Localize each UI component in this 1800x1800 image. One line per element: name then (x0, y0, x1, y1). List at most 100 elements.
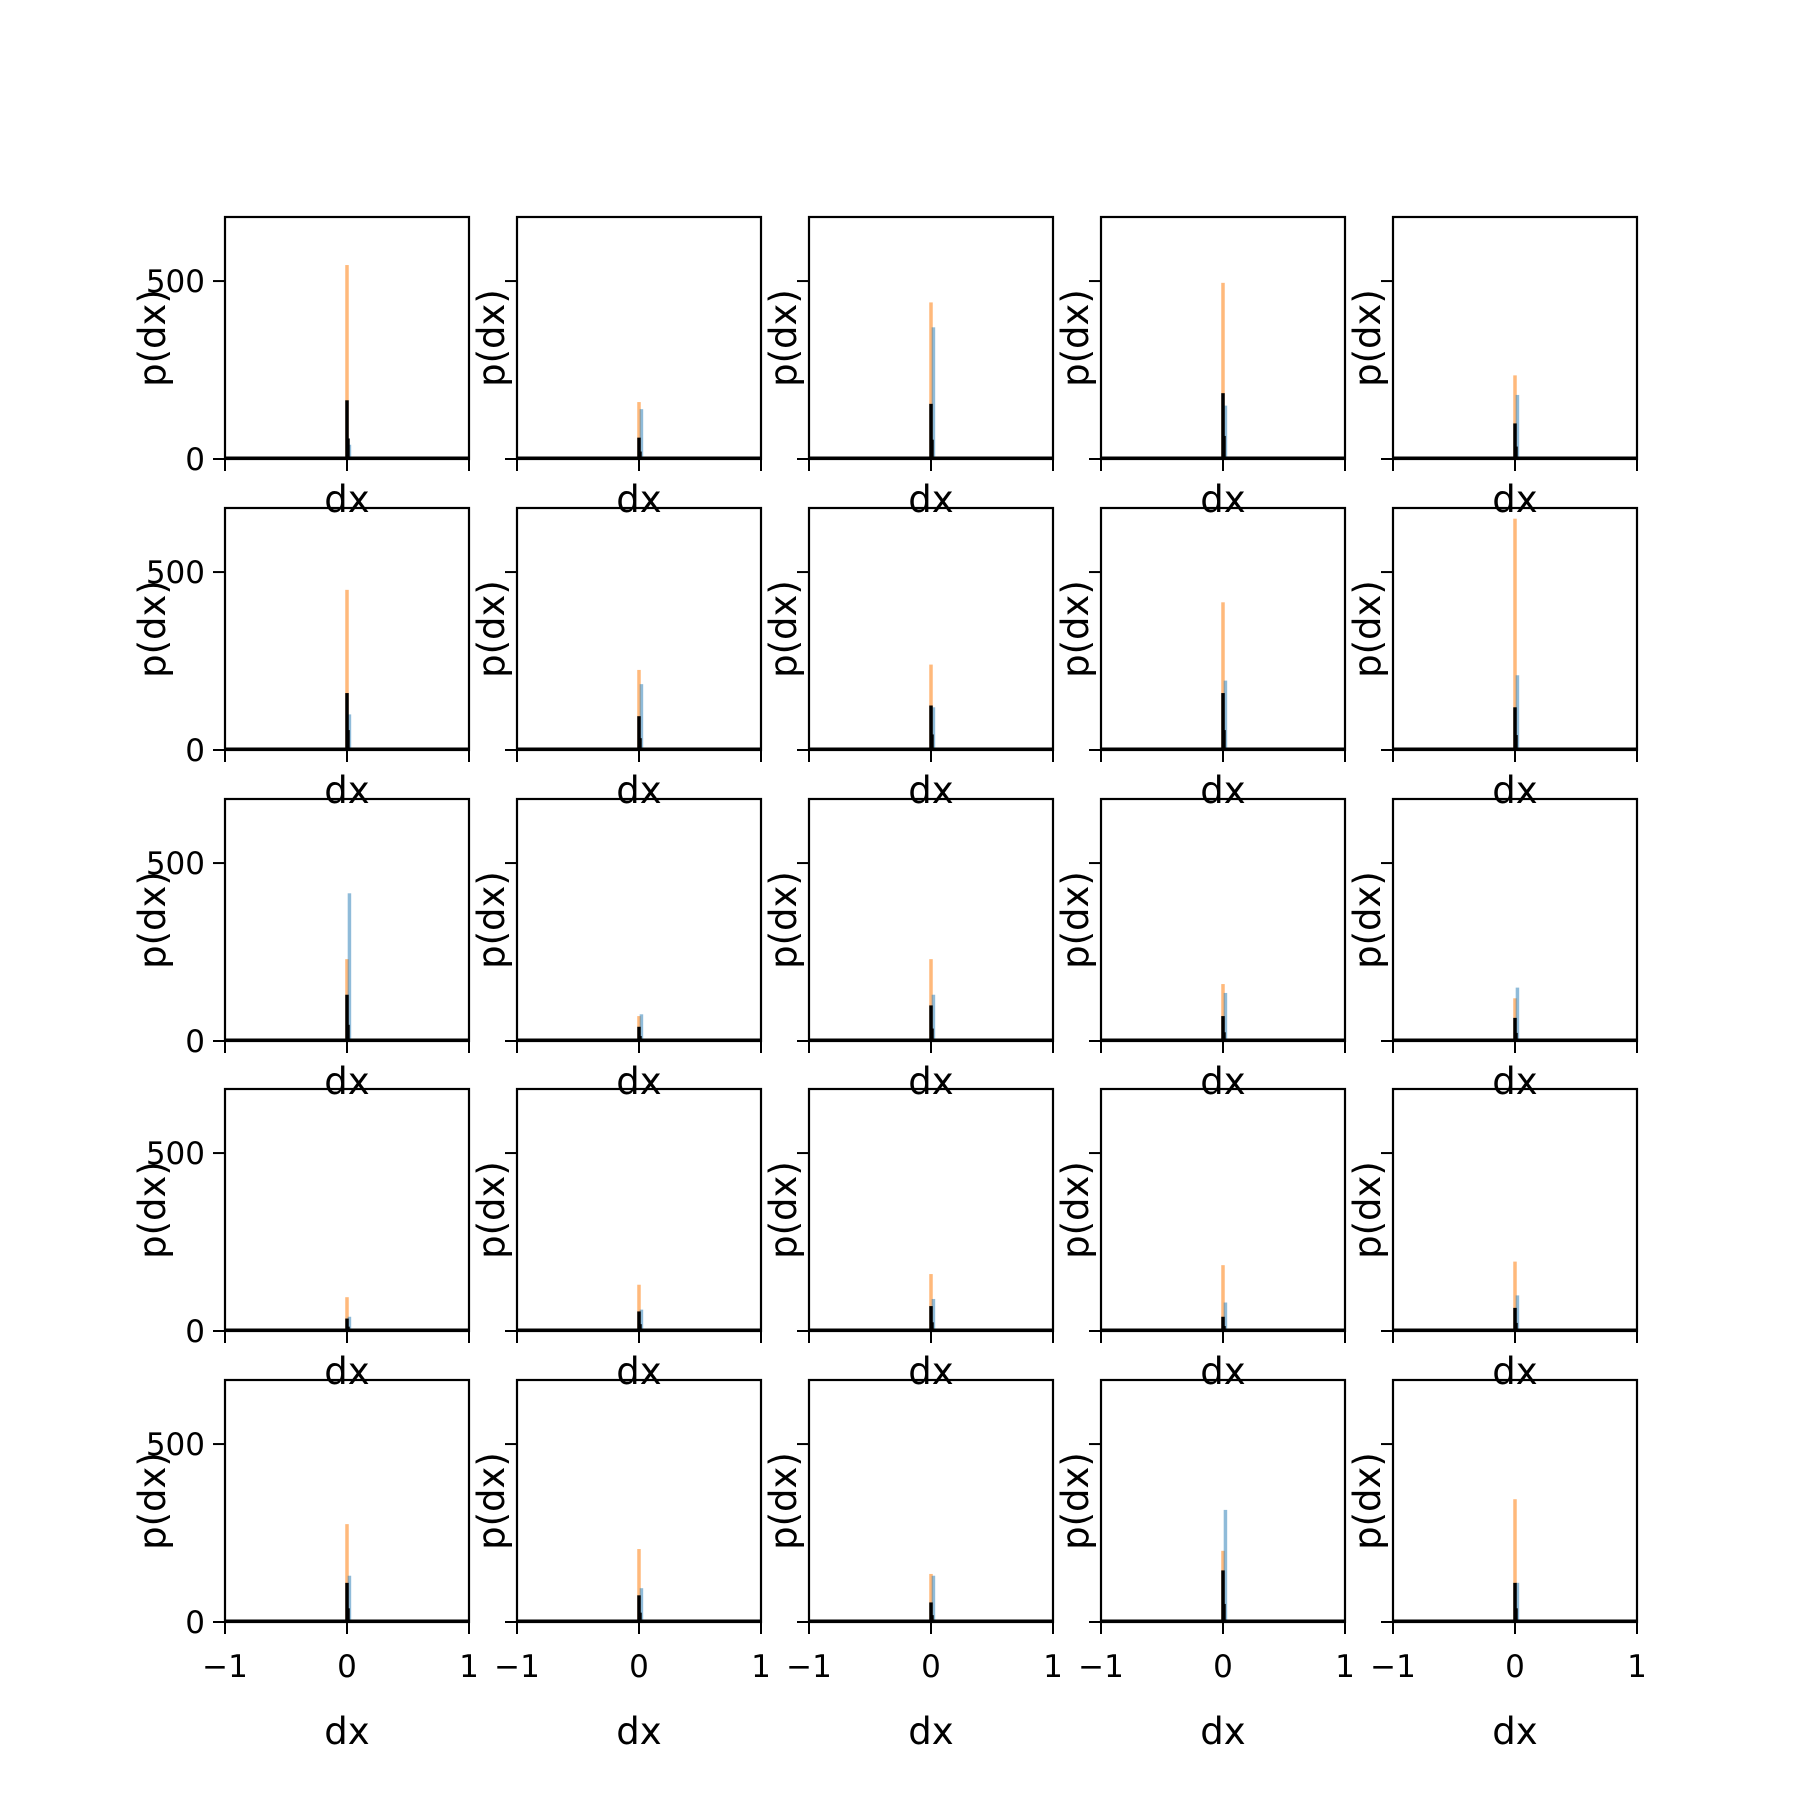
bar-blue (1515, 394, 1520, 459)
subplot-21: 0 500 −1 0 1 p(dx) dx (131, 1378, 479, 1753)
bar-orange (345, 589, 349, 750)
bar-blue (347, 1316, 352, 1331)
y-axis-label: p(dx) (762, 1161, 805, 1259)
bar-blue (639, 1588, 644, 1622)
y-axis-label: p(dx) (1054, 871, 1097, 969)
x-axis-label: dx (616, 1710, 661, 1753)
x-tick-label: 0 (337, 1649, 357, 1685)
x-axis-label: dx (616, 478, 661, 521)
bar-blue (1223, 1302, 1228, 1331)
y-axis-label: p(dx) (1054, 1161, 1097, 1259)
subplot-22: −1 0 1 p(dx) dx (470, 1378, 771, 1753)
bar-blue (1515, 1295, 1520, 1331)
bar-black (929, 1602, 933, 1622)
bar-black (637, 1026, 641, 1041)
y-tick-label: 500 (146, 1427, 205, 1463)
x-tick-label: 1 (459, 1649, 479, 1685)
y-axis-label: p(dx) (762, 289, 805, 387)
x-axis-label: dx (1492, 1710, 1537, 1753)
bar-black (637, 1595, 641, 1622)
y-tick-label: 0 (185, 733, 205, 769)
bar-black (345, 1582, 349, 1622)
x-tick-label: 1 (1335, 1649, 1355, 1685)
y-axis-label: p(dx) (131, 871, 174, 969)
subplot-13: p(dx) dx (762, 797, 1055, 1103)
bar-blue (639, 1309, 644, 1331)
subplot-23: −1 0 1 p(dx) dx (762, 1378, 1063, 1753)
y-tick-label: 500 (146, 555, 205, 591)
x-tick-label: −1 (494, 1649, 540, 1685)
y-axis-label: p(dx) (1346, 1161, 1389, 1259)
x-tick-label: −1 (786, 1649, 832, 1685)
bar-black-secondary (930, 1615, 934, 1622)
x-axis-label: dx (1200, 769, 1245, 812)
bar-black (1221, 693, 1225, 750)
y-axis-label: p(dx) (762, 871, 805, 969)
x-tick-label: −1 (202, 1649, 248, 1685)
bar-orange (929, 959, 933, 1041)
bar-black-secondary (638, 1324, 642, 1331)
subplot-12: p(dx) dx (470, 797, 763, 1103)
bar-orange (929, 302, 933, 459)
bar-blue (931, 994, 936, 1041)
bar-blue (931, 1298, 936, 1331)
x-axis-label: dx (616, 1350, 661, 1393)
subplot-10: p(dx) dx (1346, 506, 1639, 812)
y-axis-label: p(dx) (1054, 580, 1097, 678)
bar-black (637, 716, 641, 750)
bar-blue (1515, 1582, 1520, 1622)
y-axis-label: p(dx) (1346, 289, 1389, 387)
x-axis-label: dx (324, 1350, 369, 1393)
bar-orange (637, 669, 641, 750)
bar-orange (637, 402, 641, 459)
bar-orange (1513, 375, 1517, 459)
y-axis-label: p(dx) (1346, 1452, 1389, 1550)
y-axis-label: p(dx) (470, 580, 513, 678)
y-axis-label: p(dx) (470, 1452, 513, 1550)
bar-black (637, 437, 641, 459)
bar-black-secondary (930, 1028, 934, 1041)
bar-black-secondary (930, 734, 934, 750)
bar-orange (1513, 1261, 1517, 1331)
bar-black (1513, 1017, 1517, 1041)
x-axis-label: dx (1200, 1060, 1245, 1103)
bar-black (345, 693, 349, 750)
x-tick-label: −1 (1078, 1649, 1124, 1685)
y-axis-label: p(dx) (131, 1161, 174, 1259)
bar-blue (347, 893, 352, 1041)
bar-black (929, 705, 933, 750)
x-axis-label: dx (616, 1060, 661, 1103)
bar-orange (929, 1274, 933, 1331)
y-tick-label: 500 (146, 846, 205, 882)
x-tick-label: 0 (629, 1649, 649, 1685)
x-axis-label: dx (1200, 1710, 1245, 1753)
y-axis-label: p(dx) (131, 289, 174, 387)
y-tick-label: 500 (146, 1136, 205, 1172)
bar-black (637, 1311, 641, 1331)
bar-blue (347, 1575, 352, 1622)
x-axis-label: dx (908, 1710, 953, 1753)
bar-black (1221, 393, 1225, 459)
bar-orange (929, 1573, 933, 1622)
bar-black-secondary (346, 438, 350, 459)
bar-blue (639, 409, 644, 459)
x-axis-label: dx (908, 769, 953, 812)
bar-orange (345, 1524, 349, 1622)
bar-orange (1221, 282, 1225, 459)
bar-blue (1223, 992, 1228, 1041)
subplot-14: p(dx) dx (1054, 797, 1347, 1103)
x-axis-label: dx (1492, 1060, 1537, 1103)
x-axis-label: dx (324, 1710, 369, 1753)
bar-orange (345, 1297, 349, 1331)
subplot-3: p(dx) dx (762, 215, 1055, 521)
y-axis-label: p(dx) (470, 871, 513, 969)
panels-layer: 0500p(dx)dxp(dx)dxp(dx)dxp(dx)dxp(dx)dx0… (131, 215, 1647, 1753)
bar-black (929, 403, 933, 459)
x-tick-label: 0 (921, 1649, 941, 1685)
x-tick-label: 1 (1627, 1649, 1647, 1685)
x-axis-label: dx (616, 769, 661, 812)
